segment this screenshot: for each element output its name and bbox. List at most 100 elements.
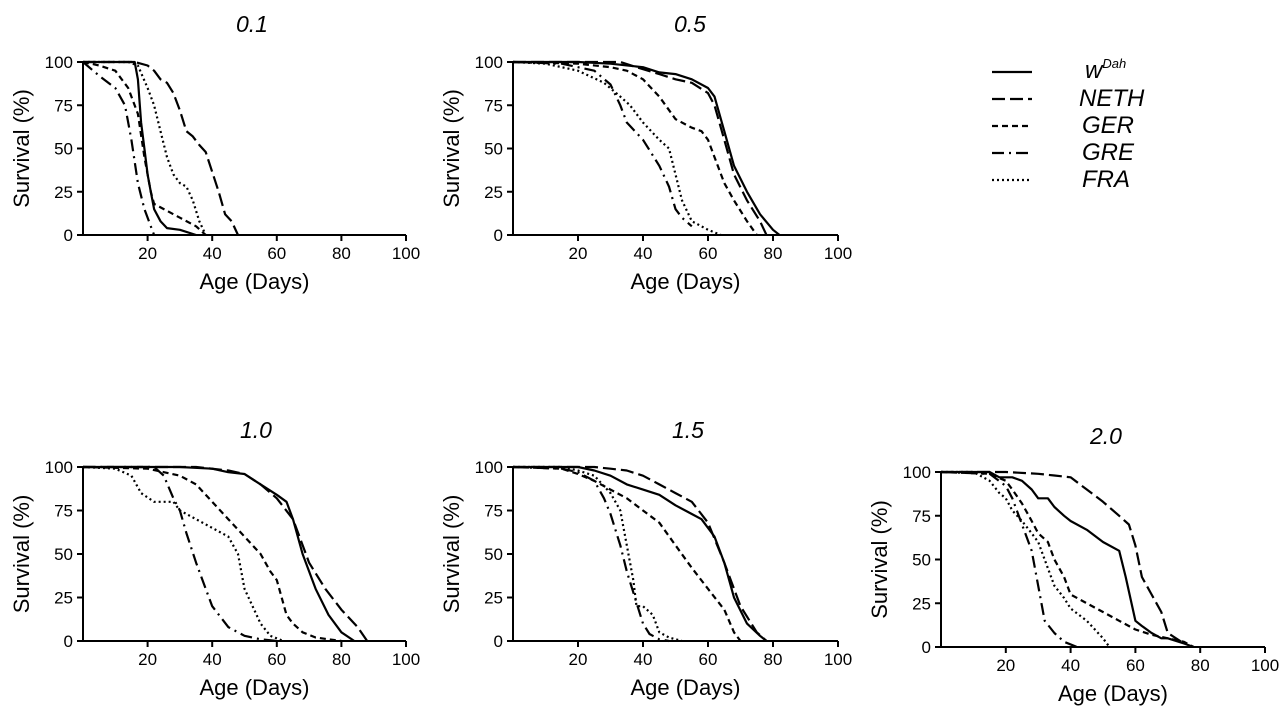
chart-panel-3: 1.5 0 25 50 75 100 20 40 60 80 100 Age (Days) Surviv… [439, 417, 852, 700]
series-line-wdah [83, 60, 197, 237]
chart-panel-4: 2.0 0 25 50 75 100 20 40 60 80 100 Age (Days) Surviv… [867, 423, 1279, 706]
series-line-fra [941, 470, 1111, 648]
series-line-gre [82, 61, 156, 236]
series-line-ger [940, 470, 1195, 648]
legend-item-neth: NETH [992, 85, 1145, 112]
series-line-neth [513, 60, 768, 236]
y-tick-label: 0 [494, 226, 503, 245]
y-tick-label: 75 [54, 96, 73, 115]
x-tick-label: 80 [764, 650, 783, 669]
series-line-gre [83, 465, 277, 643]
panel-title: 1.5 [672, 417, 704, 443]
y-tick-label: 25 [54, 589, 73, 608]
y-axis-label: Survival (%) [439, 495, 464, 614]
x-tick-label: 80 [332, 650, 351, 669]
y-tick-label: 50 [54, 140, 73, 159]
series-line-ger [512, 60, 758, 236]
x-tick-label: 40 [634, 244, 653, 263]
x-tick-label: 60 [267, 650, 286, 669]
y-tick-label: 100 [903, 463, 931, 482]
y-tick-label: 25 [484, 589, 503, 608]
x-axis-label: Age (Days) [199, 269, 309, 294]
x-tick-label: 80 [764, 244, 783, 263]
x-tick-label: 100 [824, 650, 852, 669]
x-tick-label: 80 [332, 244, 351, 263]
x-tick-label: 100 [392, 650, 420, 669]
legend-label-neth: NETH [1079, 85, 1145, 112]
x-tick-label: 40 [1061, 656, 1080, 675]
x-tick-label: 100 [1251, 656, 1279, 675]
legend-item-gre: GRE [992, 139, 1135, 166]
y-axis-label: Survival (%) [9, 89, 34, 208]
y-tick-label: 0 [64, 226, 73, 245]
x-tick-label: 20 [569, 244, 588, 263]
series-line-fra [82, 465, 284, 643]
y-tick-label: 50 [912, 551, 931, 570]
x-tick-label: 40 [634, 650, 653, 669]
series-line-fra [512, 60, 722, 237]
legend-item-wdah: wDah [992, 56, 1126, 84]
y-tick-label: 75 [54, 502, 73, 521]
legend: wDah NETH GER GRE FRA [992, 56, 1145, 193]
x-tick-label: 40 [203, 650, 222, 669]
series-line-ger [82, 60, 207, 236]
y-tick-label: 75 [484, 96, 503, 115]
y-tick-label: 100 [475, 53, 503, 72]
series-line-ger [82, 465, 342, 643]
panel-title: 0.1 [236, 11, 268, 37]
y-tick-label: 25 [54, 183, 73, 202]
y-tick-label: 75 [484, 502, 503, 521]
x-axis-label: Age (Days) [199, 675, 309, 700]
legend-item-fra: FRA [992, 166, 1130, 193]
chart-panel-0: 0.1 0 25 50 75 100 20 40 60 80 100 Age (Days) Surviv… [9, 11, 420, 294]
y-tick-label: 50 [484, 140, 503, 159]
x-tick-label: 80 [1191, 656, 1210, 675]
x-tick-label: 60 [1126, 656, 1145, 675]
panel-title: 2.0 [1089, 423, 1122, 449]
y-tick-label: 100 [475, 458, 503, 477]
series-line-gre [940, 470, 1078, 649]
y-tick-label: 50 [484, 545, 503, 564]
x-tick-label: 20 [996, 656, 1015, 675]
x-tick-label: 20 [569, 650, 588, 669]
series-line-ger [512, 465, 742, 642]
series-line-neth [83, 465, 369, 642]
legend-label-wdah: wDah [1085, 56, 1126, 84]
series-line-neth [513, 465, 768, 642]
x-tick-label: 60 [267, 244, 286, 263]
x-tick-label: 100 [392, 244, 420, 263]
y-axis-label: Survival (%) [9, 495, 34, 614]
chart-panel-1: 0.5 0 25 50 75 100 20 40 60 80 100 Age (Days) Surviv… [439, 11, 852, 294]
chart-panel-2: 1.0 0 25 50 75 100 20 40 60 80 100 Age (Days) Surviv… [9, 417, 420, 700]
y-tick-label: 100 [45, 458, 73, 477]
series-line-wdah [513, 60, 781, 236]
panel-title: 1.0 [240, 417, 272, 443]
chart-panels: 0.1 0 25 50 75 100 20 40 60 80 100 Age (Days) Surviv… [9, 11, 1279, 706]
series-line-fra [83, 60, 207, 236]
x-tick-label: 100 [824, 244, 852, 263]
legend-item-ger: GER [992, 112, 1134, 139]
series-line-neth [941, 470, 1185, 645]
y-tick-label: 100 [45, 53, 73, 72]
x-tick-label: 20 [138, 650, 157, 669]
x-tick-label: 20 [138, 244, 157, 263]
x-axis-label: Age (Days) [630, 675, 740, 700]
y-tick-label: 25 [484, 183, 503, 202]
y-tick-label: 0 [494, 632, 503, 651]
y-tick-label: 75 [912, 507, 931, 526]
x-axis-label: Age (Days) [630, 269, 740, 294]
y-tick-label: 0 [64, 632, 73, 651]
y-axis-label: Survival (%) [439, 89, 464, 208]
series-line-gre [512, 60, 693, 228]
panel-title: 0.5 [674, 11, 706, 37]
x-axis-label: Age (Days) [1058, 681, 1168, 706]
series-line-wdah [941, 470, 1195, 649]
series-line-wdah [513, 465, 768, 642]
y-tick-label: 50 [54, 545, 73, 564]
y-tick-label: 0 [922, 638, 931, 657]
legend-label-gre: GRE [1082, 139, 1135, 166]
x-tick-label: 60 [699, 650, 718, 669]
x-tick-label: 40 [203, 244, 222, 263]
y-tick-label: 25 [912, 594, 931, 613]
